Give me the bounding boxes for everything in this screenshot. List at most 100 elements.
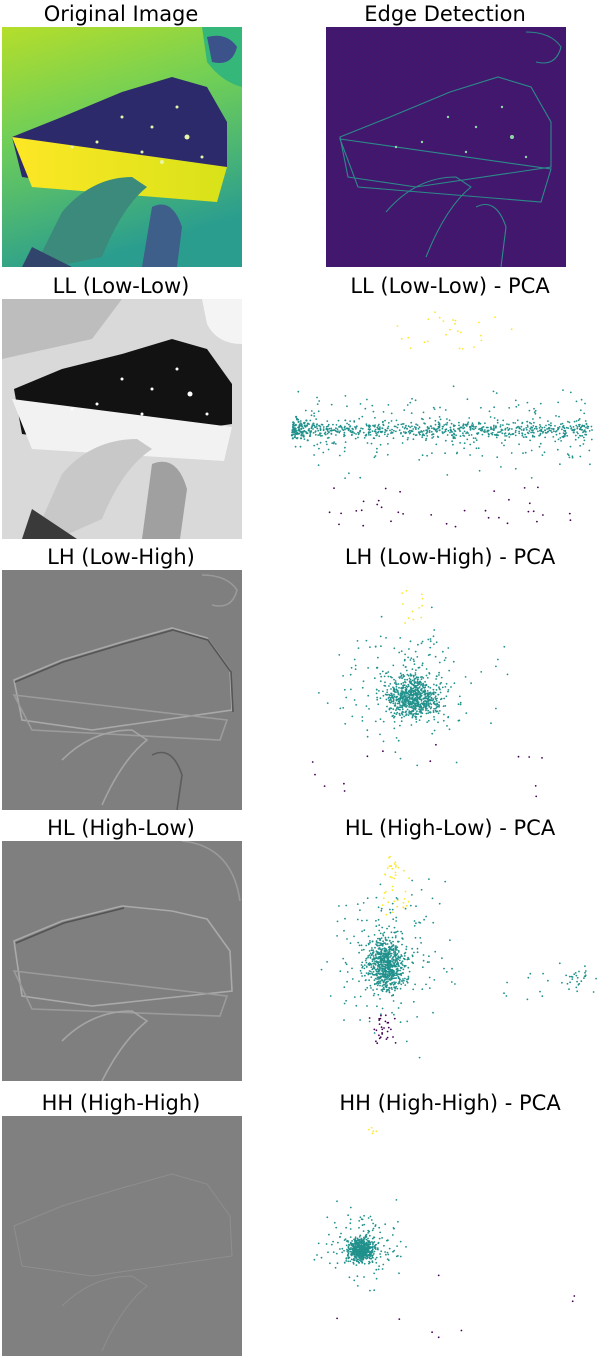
- scatter-point: [480, 334, 482, 337]
- scatter-point: [297, 390, 300, 393]
- scatter-point: [435, 699, 438, 702]
- scatter-point: [391, 966, 394, 968]
- scatter-point: [453, 425, 455, 428]
- scatter-point: [370, 949, 373, 952]
- scatter-point: [382, 988, 385, 991]
- scatter-point: [418, 719, 421, 721]
- scatter-point: [333, 1221, 336, 1224]
- scatter-point: [385, 710, 387, 713]
- scatter-point: [562, 424, 565, 427]
- scatter-point: [392, 698, 395, 701]
- scatter-point: [387, 697, 390, 699]
- scatter-point: [427, 638, 430, 641]
- scatter-point: [386, 705, 388, 708]
- scatter-point: [487, 429, 490, 432]
- scatter-point: [444, 409, 447, 411]
- scatter-point: [502, 424, 504, 426]
- scatter-point: [422, 697, 425, 700]
- scatter-point: [367, 667, 369, 669]
- scatter-point: [498, 516, 500, 519]
- scatter-point: [314, 426, 316, 428]
- scatter-point: [425, 439, 427, 442]
- scatter-point: [356, 918, 359, 921]
- scatter-point: [435, 675, 438, 677]
- scatter-point: [459, 435, 462, 438]
- scatter-point: [419, 696, 422, 698]
- scatter-point: [458, 424, 460, 427]
- scatter-point: [489, 416, 492, 418]
- scatter-point: [403, 704, 406, 707]
- scatter-point: [407, 692, 409, 694]
- scatter-point: [392, 949, 395, 952]
- scatter-point: [431, 427, 433, 430]
- scatter-point: [298, 428, 301, 431]
- scatter-point: [339, 425, 342, 428]
- scatter-point: [373, 1250, 376, 1253]
- scatter-point: [493, 406, 495, 409]
- scatter-point: [324, 433, 327, 436]
- scatter-point: [367, 963, 370, 966]
- scatter-point: [319, 432, 322, 435]
- scatter-point: [374, 946, 376, 949]
- scatter-point: [474, 437, 477, 440]
- scatter-point: [435, 743, 437, 746]
- scatter-point: [395, 737, 398, 739]
- scatter-point: [389, 972, 392, 975]
- scatter-point: [310, 426, 313, 428]
- scatter-point: [410, 657, 413, 659]
- scatter-point: [375, 940, 378, 942]
- scatter-point: [375, 1243, 377, 1246]
- scatter-point: [514, 429, 517, 432]
- scatter-point: [459, 701, 462, 704]
- scatter-point: [581, 429, 584, 431]
- scatter-point: [310, 410, 313, 412]
- scatter-point: [542, 514, 544, 516]
- scatter-point: [369, 428, 372, 430]
- scatter-point: [576, 980, 578, 983]
- scatter-point: [400, 674, 403, 677]
- scatter-point: [514, 431, 517, 434]
- scatter-point: [292, 433, 295, 436]
- scatter-point: [388, 991, 391, 994]
- scatter-point: [366, 897, 369, 900]
- scatter-point: [390, 1028, 392, 1031]
- scatter-point: [381, 1033, 384, 1035]
- scatter-point: [503, 433, 506, 435]
- scatter-point: [402, 906, 405, 909]
- scatter-point: [400, 675, 402, 678]
- scatter-point: [539, 442, 542, 445]
- scatter-point: [438, 902, 441, 905]
- scatter-point: [395, 713, 398, 715]
- scatter-point: [318, 424, 320, 427]
- scatter-point: [373, 979, 376, 982]
- scatter-point: [478, 321, 480, 324]
- scatter-point: [382, 965, 385, 968]
- scatter-point: [426, 431, 428, 434]
- scatter-point: [568, 975, 571, 978]
- scatter-point: [436, 435, 439, 438]
- scatter-point: [363, 967, 366, 970]
- scatter-point: [344, 428, 346, 431]
- scatter-point: [535, 427, 538, 430]
- scatter-point: [291, 437, 294, 440]
- scatter-point: [399, 978, 401, 981]
- scatter-point: [394, 1042, 397, 1044]
- scatter-point: [396, 946, 399, 949]
- scatter-point: [422, 706, 425, 709]
- scatter-point: [424, 680, 426, 683]
- scatter-point: [557, 401, 559, 404]
- scatter-point: [384, 1223, 387, 1226]
- scatter-point: [521, 421, 524, 424]
- scatter-point: [432, 688, 435, 691]
- scatter-point: [573, 1295, 576, 1297]
- scatter-point: [584, 974, 587, 977]
- scatter-point: [450, 430, 452, 432]
- scatter-point: [402, 978, 404, 980]
- scatter-point: [475, 439, 478, 442]
- scatter-point: [387, 425, 390, 428]
- scatter-point: [522, 452, 524, 454]
- scatter-point: [466, 438, 469, 441]
- scatter-point: [345, 1257, 348, 1260]
- scatter-point: [575, 400, 578, 403]
- scatter-point: [517, 404, 520, 406]
